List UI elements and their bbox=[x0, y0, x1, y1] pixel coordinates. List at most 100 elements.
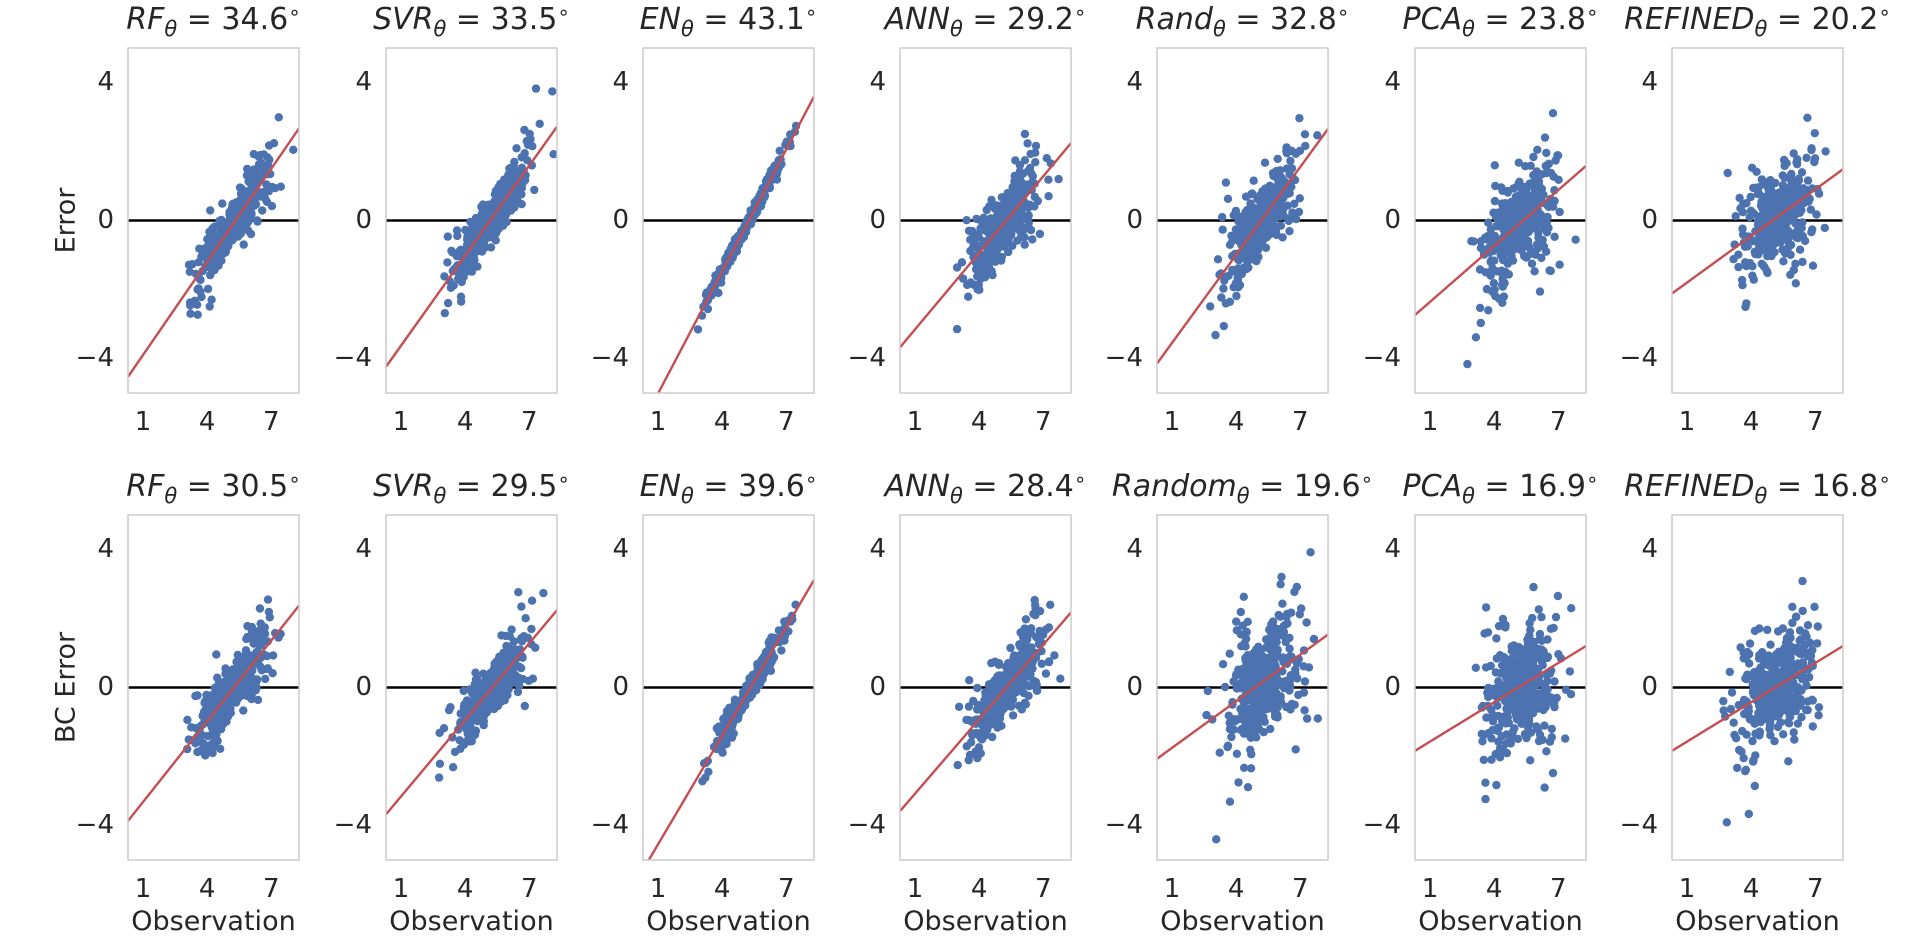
x-axis-label: Observation bbox=[646, 906, 810, 937]
y-tick-label: −4 bbox=[76, 343, 114, 373]
data-point bbox=[701, 773, 710, 782]
data-point bbox=[1028, 664, 1037, 673]
data-point bbox=[1535, 287, 1545, 296]
data-point bbox=[212, 650, 221, 659]
scatter-points bbox=[953, 595, 1065, 770]
data-point bbox=[1044, 657, 1054, 667]
y-tick-label: 0 bbox=[355, 672, 372, 702]
data-point bbox=[521, 614, 530, 623]
data-point bbox=[1241, 682, 1250, 692]
data-point bbox=[1232, 231, 1242, 240]
data-point bbox=[1273, 154, 1282, 164]
data-point bbox=[218, 199, 227, 208]
data-point bbox=[530, 185, 539, 195]
data-point bbox=[1482, 713, 1491, 722]
y-tick-label: 0 bbox=[355, 205, 372, 235]
data-point bbox=[1227, 732, 1236, 742]
data-point bbox=[775, 146, 784, 155]
data-point bbox=[1787, 191, 1796, 200]
x-tick-label: 1 bbox=[1164, 874, 1181, 904]
data-point bbox=[482, 233, 492, 242]
data-point bbox=[769, 634, 778, 643]
panel-title: ENθ = 43.1∘ bbox=[640, 0, 818, 41]
data-point bbox=[1044, 192, 1053, 201]
data-point bbox=[1032, 686, 1042, 695]
data-point bbox=[1759, 201, 1769, 210]
data-point bbox=[183, 744, 192, 754]
data-point bbox=[507, 625, 516, 634]
data-point bbox=[1738, 281, 1747, 290]
data-point bbox=[1821, 147, 1830, 156]
data-point bbox=[210, 728, 219, 737]
x-tick-label: 7 bbox=[1035, 407, 1052, 437]
data-point bbox=[1765, 180, 1774, 189]
data-point bbox=[1780, 161, 1789, 171]
x-tick-label: 1 bbox=[393, 407, 410, 437]
data-point bbox=[194, 258, 203, 267]
data-point bbox=[987, 225, 997, 234]
data-point bbox=[1775, 189, 1784, 199]
data-point bbox=[269, 139, 279, 148]
data-point bbox=[1232, 626, 1242, 635]
x-tick-label: 7 bbox=[1292, 407, 1309, 437]
regression-line bbox=[386, 609, 557, 816]
data-point bbox=[1778, 171, 1788, 180]
data-point bbox=[1024, 691, 1033, 700]
data-point bbox=[262, 664, 271, 674]
data-point bbox=[1220, 276, 1229, 285]
regression-line bbox=[656, 95, 814, 393]
panel-title: ANNθ = 28.4∘ bbox=[883, 467, 1087, 508]
panel-frame bbox=[385, 514, 558, 861]
data-point bbox=[1290, 199, 1299, 208]
data-point bbox=[1501, 623, 1510, 632]
data-point bbox=[1275, 212, 1285, 221]
data-point bbox=[964, 702, 974, 711]
data-point bbox=[1020, 156, 1030, 165]
data-point bbox=[203, 284, 213, 294]
data-point bbox=[457, 297, 466, 306]
data-point bbox=[1533, 145, 1542, 154]
data-point bbox=[1508, 209, 1518, 218]
data-point bbox=[1267, 227, 1276, 237]
data-point bbox=[1212, 835, 1221, 844]
data-point bbox=[1275, 166, 1285, 175]
data-point bbox=[1493, 701, 1502, 710]
data-point bbox=[201, 751, 210, 760]
data-point bbox=[203, 242, 212, 251]
data-point bbox=[1532, 722, 1541, 731]
data-point bbox=[1294, 690, 1303, 700]
data-point bbox=[1020, 129, 1030, 139]
data-point bbox=[186, 309, 195, 318]
data-point bbox=[202, 744, 211, 753]
data-point bbox=[1290, 587, 1299, 597]
data-point bbox=[1264, 641, 1273, 651]
data-point bbox=[1217, 293, 1226, 302]
data-point bbox=[1797, 185, 1806, 194]
data-point bbox=[1490, 161, 1500, 170]
data-point bbox=[1300, 130, 1310, 139]
data-point bbox=[1044, 175, 1053, 184]
data-point bbox=[1262, 184, 1271, 193]
data-point bbox=[240, 214, 250, 224]
data-point bbox=[1549, 623, 1558, 633]
data-point bbox=[722, 739, 731, 749]
data-point bbox=[1760, 216, 1769, 225]
scatter-points bbox=[434, 588, 548, 782]
y-tick-label: −4 bbox=[1620, 343, 1658, 373]
data-point bbox=[1797, 206, 1806, 215]
data-point bbox=[465, 261, 475, 270]
data-point bbox=[1277, 572, 1286, 582]
data-point bbox=[1509, 198, 1518, 207]
data-point bbox=[716, 278, 726, 287]
x-axis-label: Observation bbox=[389, 906, 553, 937]
data-point bbox=[1550, 232, 1559, 241]
data-point bbox=[1291, 745, 1300, 754]
data-point bbox=[1229, 725, 1238, 734]
data-point bbox=[1249, 176, 1258, 185]
data-point bbox=[1287, 212, 1297, 221]
regression-line bbox=[1672, 168, 1843, 295]
data-point bbox=[443, 258, 452, 267]
data-point bbox=[1248, 238, 1258, 247]
data-point bbox=[1011, 156, 1020, 165]
